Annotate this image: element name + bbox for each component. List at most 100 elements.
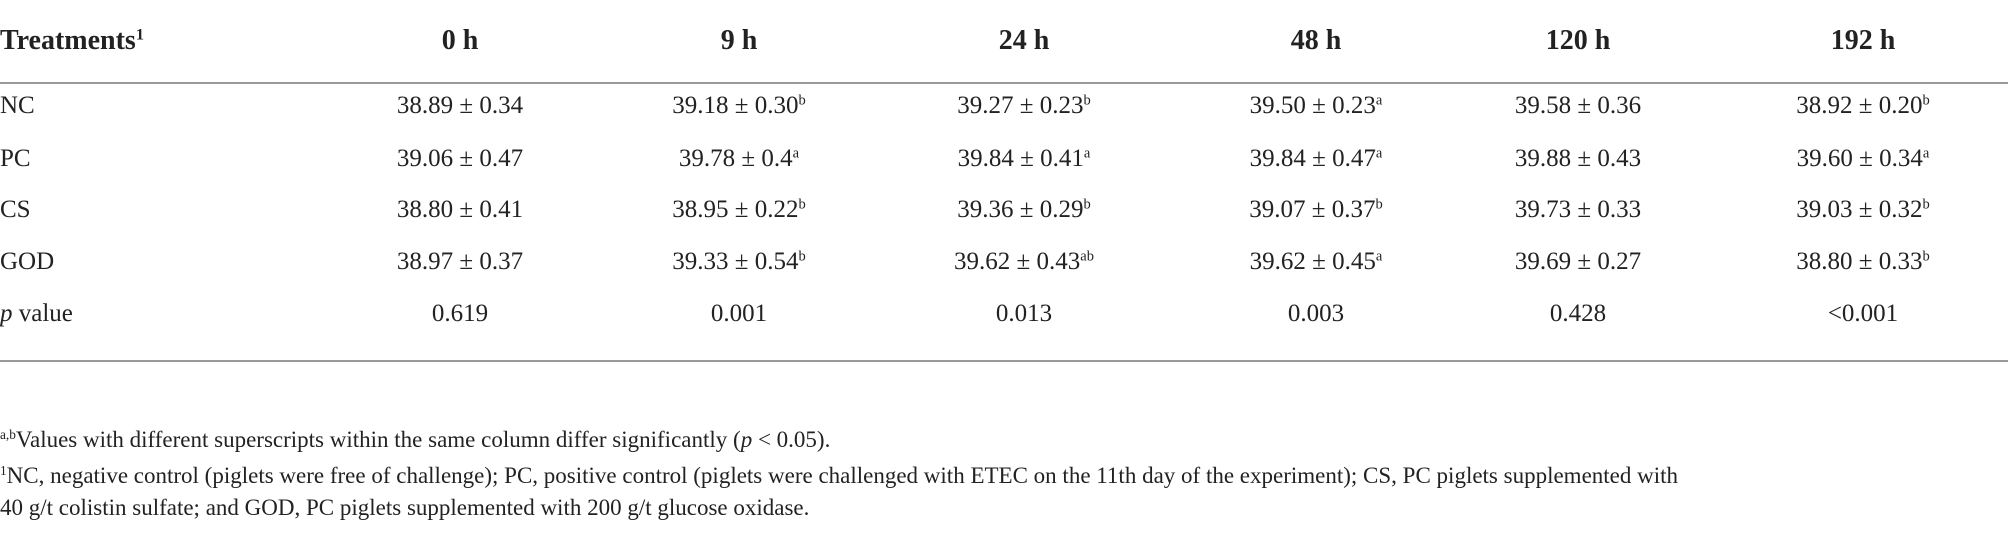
superscript: 1	[135, 25, 144, 44]
text: 38.97 ± 0.37	[396, 248, 524, 275]
table-cell: 38.95 ± 0.22b	[672, 196, 805, 224]
header-cell: 9 h	[721, 25, 758, 57]
text: 39.73 ± 0.33	[1514, 196, 1642, 223]
header-cell: 120 h	[1546, 25, 1611, 57]
table-cell: 39.27 ± 0.23b	[957, 92, 1090, 120]
table-cell: 39.50 ± 0.23a	[1250, 92, 1383, 120]
table-cell: 39.88 ± 0.43	[1515, 145, 1641, 173]
text: 39.88 ± 0.43	[1514, 145, 1642, 172]
table-cell: 39.33 ± 0.54b	[672, 248, 805, 276]
table-cell: 38.80 ± 0.33b	[1796, 248, 1929, 276]
superscript: b	[798, 196, 806, 213]
table-cell: 39.69 ± 0.27	[1515, 248, 1641, 276]
superscript: ab	[1080, 248, 1094, 265]
text: 39.84 ± 0.41	[957, 145, 1084, 172]
table-cell: 0.619	[432, 300, 488, 328]
italic-text: p	[740, 427, 753, 452]
table-cell: 38.97 ± 0.37	[397, 248, 523, 276]
text: 39.62 ± 0.43	[954, 248, 1081, 275]
header-cell: 24 h	[999, 25, 1050, 57]
table-cell: 38.89 ± 0.34	[397, 92, 523, 120]
text: Treatments	[0, 25, 136, 56]
table-cell: 39.03 ± 0.32b	[1796, 196, 1929, 224]
table-cell: p value	[0, 300, 73, 328]
text: 39.58 ± 0.36	[1514, 92, 1642, 119]
text: 38.80 ± 0.41	[396, 196, 524, 223]
superscript: b	[1375, 196, 1383, 213]
text: 39.78 ± 0.4	[678, 145, 793, 172]
text: 40 g/t colistin sulfate; and GOD, PC pig…	[0, 495, 810, 520]
table-cell: 0.013	[996, 300, 1052, 328]
text: 24 h	[998, 25, 1050, 56]
superscript: a,b	[0, 427, 16, 442]
table-cell: 38.92 ± 0.20b	[1796, 92, 1929, 120]
text: 39.27 ± 0.23	[957, 92, 1084, 119]
table-cell: CS	[0, 196, 31, 224]
text: 39.84 ± 0.47	[1249, 145, 1376, 172]
text: <0.001	[1827, 300, 1899, 327]
table-cell: 38.80 ± 0.41	[397, 196, 523, 224]
text: 39.33 ± 0.54	[672, 248, 799, 275]
text: 0.619	[431, 300, 489, 327]
table-cell: 0.003	[1288, 300, 1344, 328]
text: NC, negative control (piglets were free …	[6, 463, 1679, 488]
superscript: b	[1083, 196, 1091, 213]
text: 38.80 ± 0.33	[1796, 248, 1923, 275]
text: 0.428	[1549, 300, 1607, 327]
text: NC	[0, 92, 35, 119]
superscript: a	[1375, 248, 1383, 265]
superscript: b	[1922, 196, 1930, 213]
text: value	[12, 300, 73, 327]
text: 39.07 ± 0.37	[1249, 196, 1376, 223]
table-cell: 39.73 ± 0.33	[1515, 196, 1641, 224]
superscript: b	[1922, 92, 1930, 109]
table-cell: 0.428	[1550, 300, 1606, 328]
text: 38.95 ± 0.22	[672, 196, 799, 223]
table-cell: 39.84 ± 0.47a	[1250, 145, 1383, 173]
table-cell: GOD	[0, 248, 54, 276]
text: 120 h	[1545, 25, 1611, 56]
superscript: a	[792, 145, 800, 162]
table-cell: 39.18 ± 0.30b	[672, 92, 805, 120]
text: GOD	[0, 248, 55, 275]
table-cell: 39.06 ± 0.47	[397, 145, 523, 173]
header-cell: Treatments1	[0, 25, 144, 57]
header-rule	[0, 82, 2008, 84]
header-cell: 48 h	[1291, 25, 1342, 57]
table-cell: 39.07 ± 0.37b	[1249, 196, 1382, 224]
text: 39.62 ± 0.45	[1249, 248, 1376, 275]
footnote: 1NC, negative control (piglets were free…	[0, 463, 1678, 489]
table-cell: <0.001	[1828, 300, 1898, 328]
text: 39.36 ± 0.29	[957, 196, 1084, 223]
text: 0 h	[441, 25, 479, 56]
text: 192 h	[1830, 25, 1896, 56]
text: 9 h	[720, 25, 758, 56]
table-cell: PC	[0, 145, 31, 173]
superscript: a	[1375, 145, 1383, 162]
text: PC	[0, 145, 31, 172]
superscript: b	[1083, 92, 1091, 109]
table-cell: 39.84 ± 0.41a	[958, 145, 1091, 173]
table-cell: 39.78 ± 0.4a	[679, 145, 799, 173]
text: Values with different superscripts withi…	[15, 427, 741, 452]
superscript: b	[1922, 248, 1930, 265]
footnote: 40 g/t colistin sulfate; and GOD, PC pig…	[0, 495, 809, 521]
superscript: b	[798, 248, 806, 265]
text: 0.001	[710, 300, 768, 327]
header-cell: 0 h	[442, 25, 479, 57]
header-cell: 192 h	[1831, 25, 1896, 57]
text: 38.89 ± 0.34	[396, 92, 524, 119]
text: 39.50 ± 0.23	[1249, 92, 1376, 119]
superscript: 1	[0, 463, 7, 478]
table-cell: 0.001	[711, 300, 767, 328]
table-cell: NC	[0, 92, 35, 120]
table-cell: 39.58 ± 0.36	[1515, 92, 1641, 120]
bottom-rule	[0, 360, 2008, 362]
table-cell: 39.62 ± 0.45a	[1250, 248, 1383, 276]
superscript: b	[798, 92, 806, 109]
table-cell: 39.36 ± 0.29b	[957, 196, 1090, 224]
text: < 0.05).	[752, 427, 831, 452]
text: CS	[0, 196, 31, 223]
superscript: a	[1375, 92, 1383, 109]
